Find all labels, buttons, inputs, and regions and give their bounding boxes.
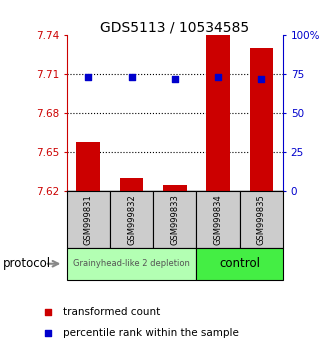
- Bar: [67, 248, 196, 280]
- Bar: [163, 185, 187, 191]
- Point: [172, 76, 177, 82]
- Text: GSM999833: GSM999833: [170, 194, 179, 245]
- Text: GSM999835: GSM999835: [257, 194, 266, 245]
- Text: percentile rank within the sample: percentile rank within the sample: [63, 328, 238, 338]
- Bar: [196, 191, 240, 248]
- Bar: [153, 191, 196, 248]
- Point: [86, 75, 91, 80]
- Title: GDS5113 / 10534585: GDS5113 / 10534585: [100, 20, 249, 34]
- Bar: [120, 178, 144, 191]
- Bar: [196, 248, 283, 280]
- Text: Grainyhead-like 2 depletion: Grainyhead-like 2 depletion: [73, 259, 190, 268]
- Text: GSM999832: GSM999832: [127, 194, 136, 245]
- Bar: [67, 191, 110, 248]
- Text: GSM999834: GSM999834: [213, 194, 223, 245]
- Point: [45, 330, 51, 336]
- Point: [45, 309, 51, 314]
- Text: control: control: [219, 257, 260, 270]
- Bar: [240, 191, 283, 248]
- Point: [259, 76, 264, 82]
- Bar: [206, 35, 230, 191]
- Text: transformed count: transformed count: [63, 307, 160, 316]
- Bar: [76, 142, 100, 191]
- Bar: [249, 48, 273, 191]
- Text: GSM999831: GSM999831: [84, 194, 93, 245]
- Point: [215, 75, 221, 80]
- Bar: [110, 191, 153, 248]
- Text: protocol: protocol: [3, 257, 52, 270]
- Point: [129, 75, 134, 80]
